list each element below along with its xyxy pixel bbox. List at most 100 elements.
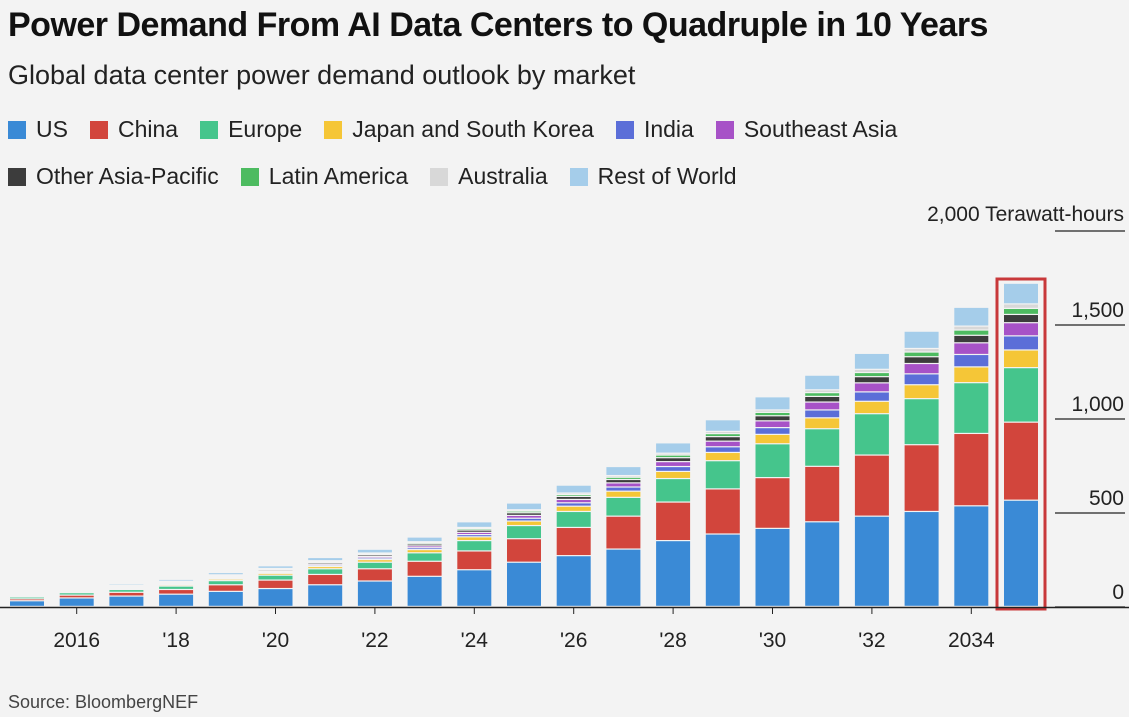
bar-segment-us xyxy=(904,512,939,606)
bar-segment-europe xyxy=(59,593,94,595)
y-tick-label: 1,500 xyxy=(1071,299,1124,322)
bar-stack-2015 xyxy=(10,597,44,606)
bar-segment-us xyxy=(109,596,144,606)
bar-segment-india xyxy=(705,447,740,452)
bar-segment-china xyxy=(258,580,293,588)
bar-segment-japan-and-south-korea xyxy=(705,453,740,461)
bar-segment-india xyxy=(904,374,939,385)
bar-segment-latin-america xyxy=(1004,309,1038,314)
bar-segment-us xyxy=(258,589,293,606)
x-tick-label: '30 xyxy=(759,629,786,652)
bar-segment-rest-of-world xyxy=(357,549,392,553)
x-axis: 2016 '18 '20 '22 '24 '26 '28 '30 '32 2034 xyxy=(0,606,1129,652)
bar-segment-southeast-asia xyxy=(705,441,740,447)
legend-item-japan-and-south-korea: Japan and South Korea xyxy=(324,116,594,143)
bar-segment-japan-and-south-korea xyxy=(805,418,840,429)
bar-segment-us xyxy=(1004,500,1038,606)
highlight-box-layer xyxy=(995,277,1047,611)
bar-segment-australia xyxy=(705,431,740,434)
bar-stack-2017 xyxy=(109,584,144,606)
x-tick-label: '20 xyxy=(262,629,289,652)
bar-segment-europe xyxy=(606,497,641,516)
bar-segment-rest-of-world xyxy=(805,375,840,390)
bar-segment-europe xyxy=(10,597,44,599)
bar-segment-india xyxy=(755,428,790,434)
bar-segment-japan-and-south-korea xyxy=(954,367,989,383)
bar-segment-rest-of-world xyxy=(308,558,343,561)
bar-segment-other-asia-pacific xyxy=(556,497,591,499)
bar-segment-china xyxy=(954,434,989,506)
legend-item-rest-of-world: Rest of World xyxy=(569,163,737,190)
bar-segment-southeast-asia xyxy=(755,421,790,428)
legend-swatch xyxy=(240,167,259,186)
bar-segment-rest-of-world xyxy=(1004,283,1038,304)
bar-segment-other-asia-pacific xyxy=(954,335,989,343)
bar-segment-australia xyxy=(656,453,691,455)
bar-segment-europe xyxy=(109,590,144,592)
x-tick-label: '24 xyxy=(461,629,489,652)
gridlines xyxy=(1055,230,1125,608)
bar-segment-rest-of-world xyxy=(556,485,591,493)
bar-segment-rest-of-world xyxy=(656,443,691,453)
bar-stack-2027 xyxy=(606,467,641,606)
bar-segment-rest-of-world xyxy=(258,566,293,568)
bar-segment-us xyxy=(357,581,392,606)
bar-stack-2022 xyxy=(357,549,392,606)
bar-segment-other-asia-pacific xyxy=(457,530,492,532)
bar-segment-europe xyxy=(656,479,691,502)
legend-label: Southeast Asia xyxy=(743,116,898,142)
bar-segment-us xyxy=(10,601,44,606)
bar-segment-us xyxy=(606,549,641,606)
x-tick-label: '28 xyxy=(659,629,686,652)
bar-segment-us xyxy=(805,522,840,606)
legend-swatch xyxy=(200,120,219,139)
bar-segment-us xyxy=(457,570,492,606)
chart-subtitle: Global data center power demand outlook … xyxy=(8,60,636,90)
bar-segment-southeast-asia xyxy=(954,343,989,354)
bar-segment-india xyxy=(954,355,989,367)
bar-segment-europe xyxy=(457,541,492,551)
bar-segment-rest-of-world xyxy=(159,579,194,581)
bar-segment-china xyxy=(59,595,94,598)
bar-segment-us xyxy=(208,591,243,606)
bar-segment-europe xyxy=(258,575,293,580)
legend-item-southeast-asia: Southeast Asia xyxy=(715,116,898,143)
bar-segment-rest-of-world xyxy=(208,573,243,575)
bar-segment-rest-of-world xyxy=(407,537,442,542)
bar-segment-latin-america xyxy=(705,434,740,437)
bar-segment-rest-of-world xyxy=(854,353,889,369)
bar-segment-china xyxy=(705,489,740,534)
bar-segment-china xyxy=(656,502,691,540)
legend-item-us: US xyxy=(8,116,68,143)
bar-segment-latin-america xyxy=(904,352,939,357)
bar-segment-australia xyxy=(1004,304,1038,308)
chart-area: 0 500 1,000 1,500 2,000 Terawatt-hours 2016 '… xyxy=(0,203,1129,652)
legend-item-europe: Europe xyxy=(200,116,302,143)
legend-swatch xyxy=(8,167,26,186)
bar-segment-india xyxy=(805,410,840,418)
bar-segment-europe xyxy=(755,444,790,478)
bar-segment-us xyxy=(954,506,989,606)
bar-stack-2035 xyxy=(1004,283,1038,606)
bar-stack-2029 xyxy=(705,420,740,606)
bar-segment-latin-america xyxy=(755,412,790,416)
bar-segment-australia xyxy=(755,410,790,412)
bar-stack-2026 xyxy=(556,485,591,606)
legend-swatch xyxy=(89,120,108,139)
bar-segment-rest-of-world xyxy=(705,420,740,431)
legend-label: Europe xyxy=(228,116,303,142)
bar-segment-china xyxy=(159,590,194,594)
bar-stack-2034 xyxy=(954,307,989,606)
bar-segment-india xyxy=(656,467,691,471)
legend-label: Latin America xyxy=(268,163,409,189)
y-tick-label: 0 xyxy=(1112,581,1124,604)
bar-segment-europe xyxy=(159,586,194,589)
bar-segment-japan-and-south-korea xyxy=(1004,350,1038,368)
legend-swatch xyxy=(569,167,588,186)
bar-segment-southeast-asia xyxy=(1004,323,1038,336)
bar-segment-india xyxy=(556,503,591,506)
bar-segment-china xyxy=(1004,422,1038,500)
bars xyxy=(10,283,1038,606)
bar-segment-china xyxy=(109,592,144,596)
bar-segment-us xyxy=(507,562,541,606)
